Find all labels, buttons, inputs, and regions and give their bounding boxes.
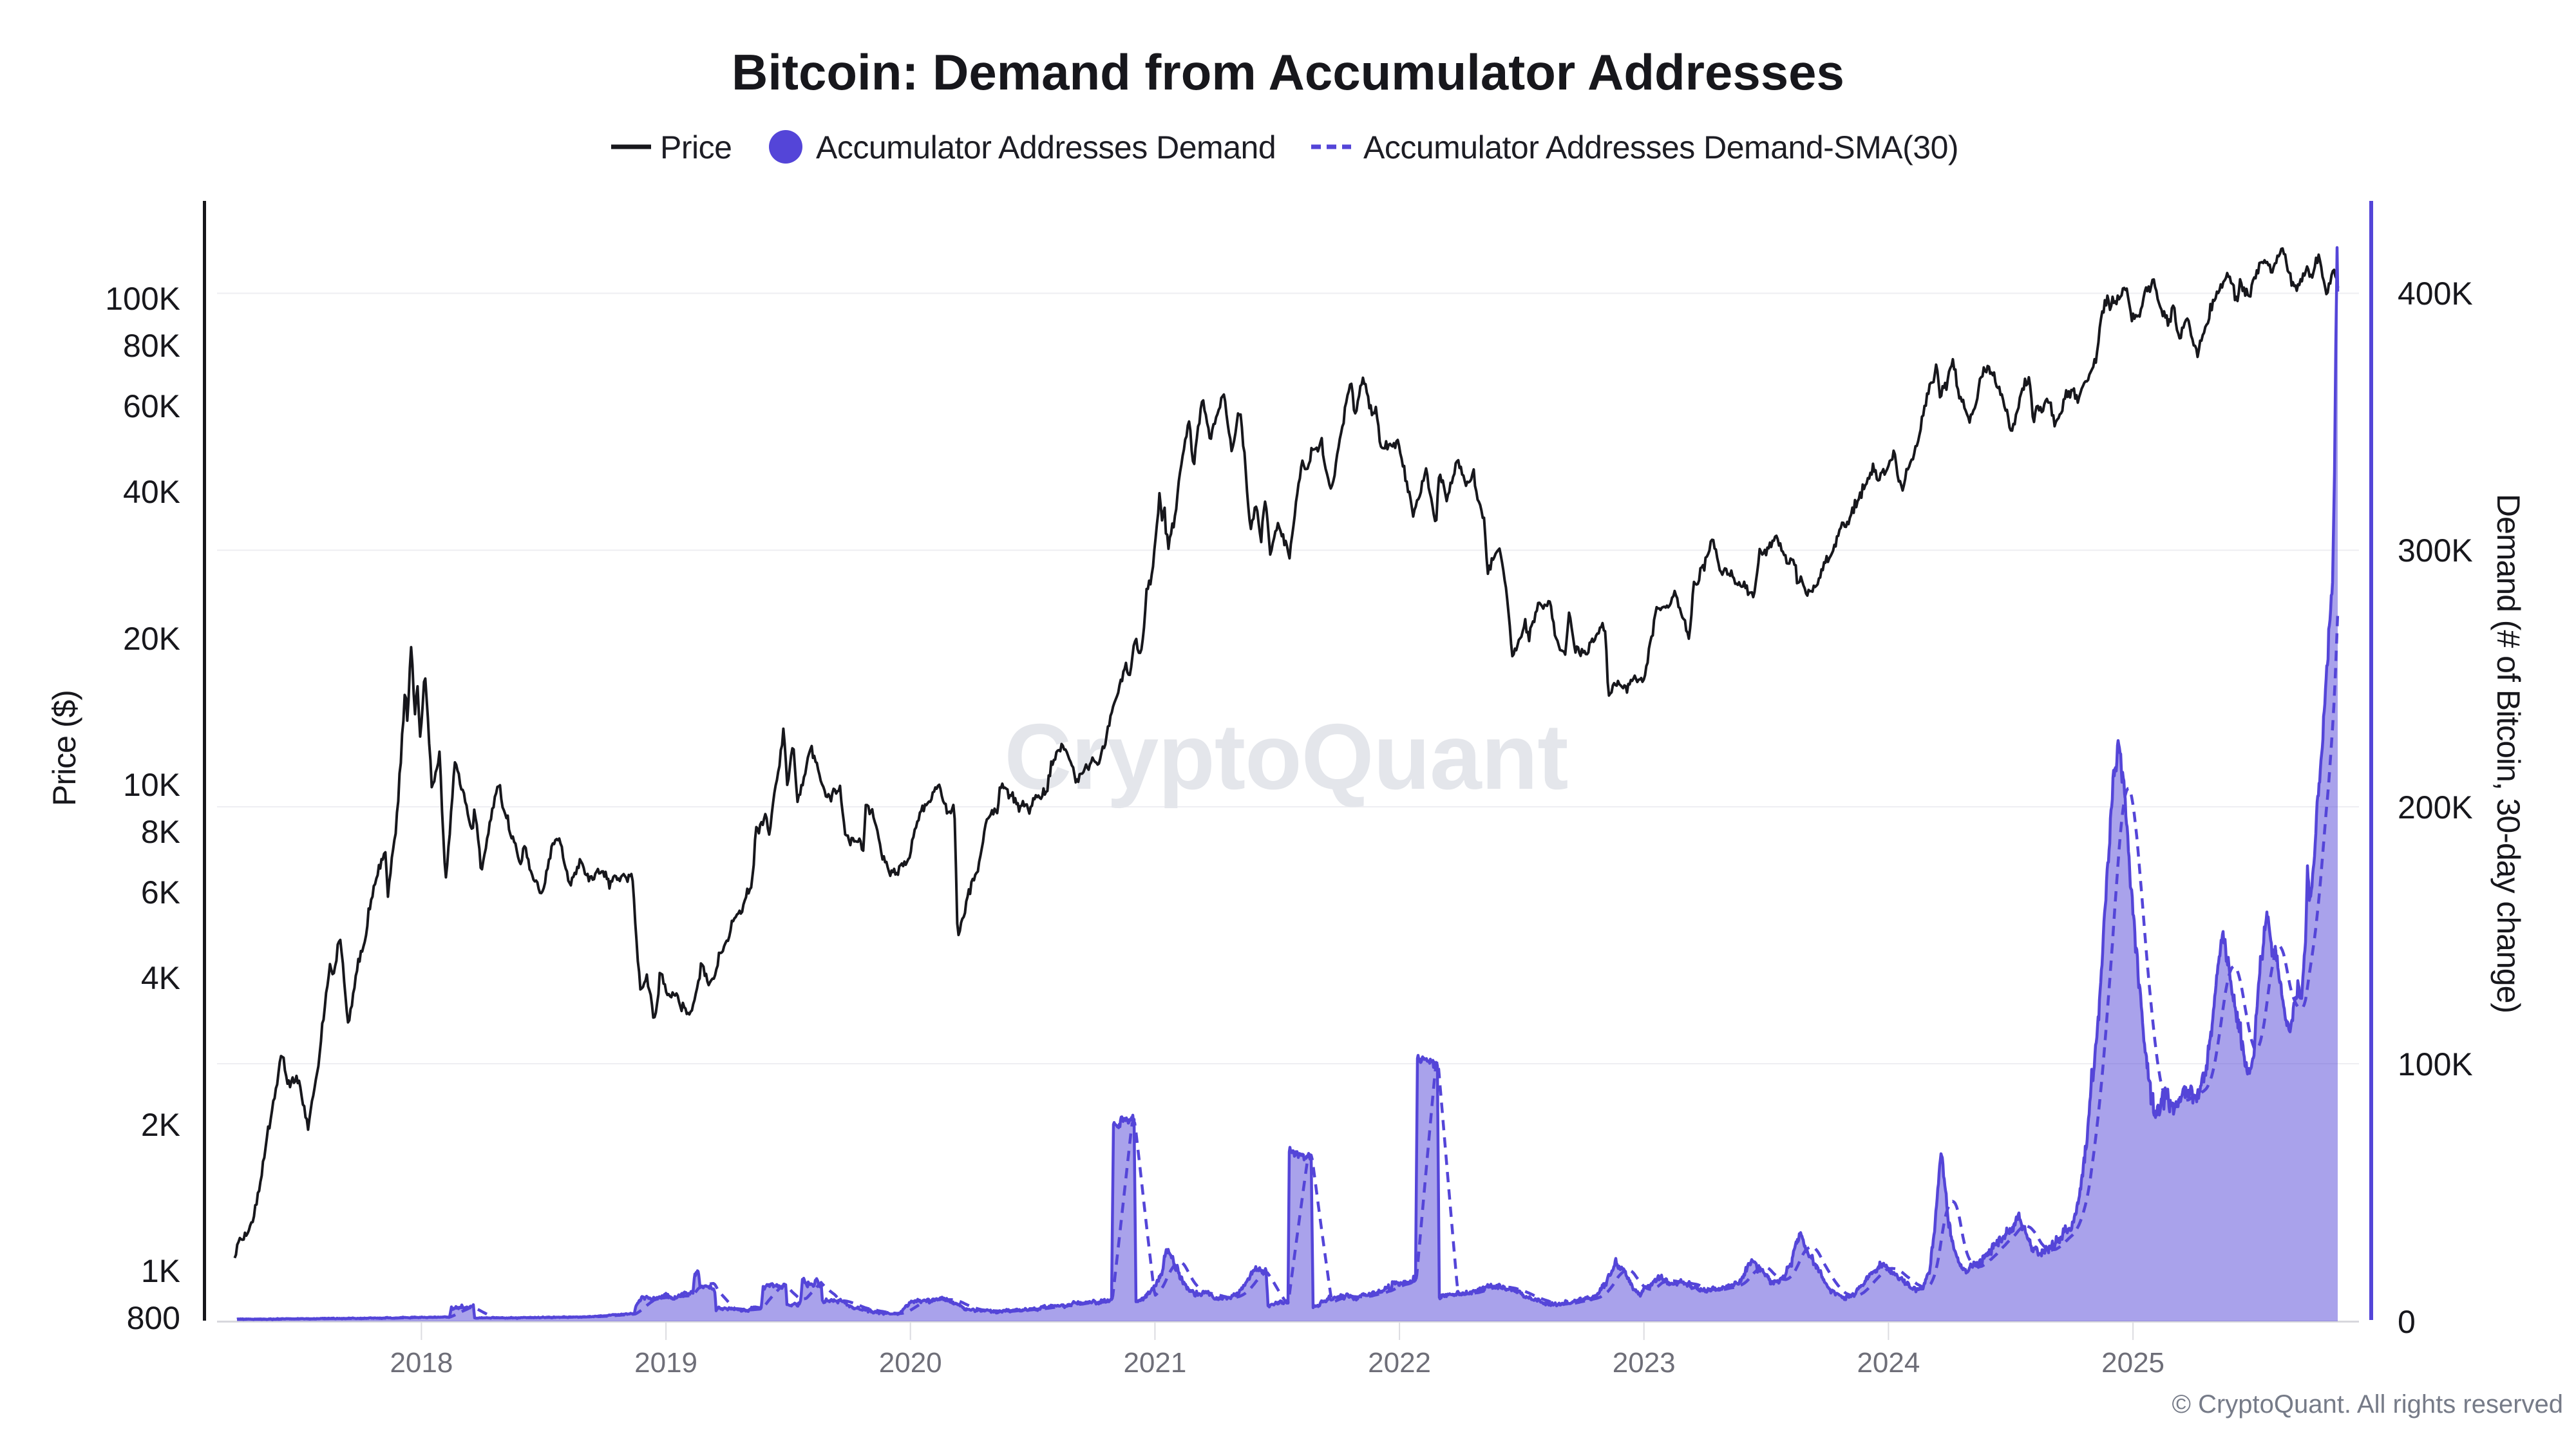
svg-text:Bitcoin: Demand from Accumulat: Bitcoin: Demand from Accumulator Address… (732, 44, 1844, 100)
svg-text:200K: 200K (2398, 789, 2473, 825)
svg-text:4K: 4K (141, 960, 180, 996)
svg-text:1K: 1K (141, 1253, 180, 1289)
svg-text:Demand (# of Bitcoin, 30-day c: Demand (# of Bitcoin, 30-day change) (2490, 494, 2526, 1013)
svg-text:80K: 80K (123, 328, 180, 364)
svg-text:2020: 2020 (879, 1347, 942, 1379)
svg-text:CryptoQuant: CryptoQuant (1004, 704, 1567, 809)
svg-text:2025: 2025 (2101, 1347, 2164, 1379)
svg-text:20K: 20K (123, 621, 180, 657)
svg-text:2024: 2024 (1857, 1347, 1920, 1379)
svg-text:400K: 400K (2398, 276, 2473, 312)
svg-text:100K: 100K (105, 281, 180, 317)
svg-text:2018: 2018 (390, 1347, 453, 1379)
svg-text:Accumulator Addresses Demand-S: Accumulator Addresses Demand-SMA(30) (1363, 129, 1958, 165)
svg-text:2019: 2019 (634, 1347, 697, 1379)
svg-text:2021: 2021 (1123, 1347, 1186, 1379)
svg-text:2022: 2022 (1368, 1347, 1431, 1379)
svg-text:300K: 300K (2398, 533, 2473, 569)
svg-text:2023: 2023 (1613, 1347, 1676, 1379)
svg-text:2K: 2K (141, 1107, 180, 1143)
svg-text:0: 0 (2398, 1304, 2416, 1340)
svg-text:© CryptoQuant. All rights rese: © CryptoQuant. All rights reserved (2172, 1390, 2564, 1419)
svg-text:Accumulator Addresses Demand: Accumulator Addresses Demand (816, 129, 1276, 165)
svg-text:Price: Price (660, 129, 732, 165)
svg-text:8K: 8K (141, 814, 180, 850)
svg-text:60K: 60K (123, 388, 180, 424)
svg-text:800: 800 (127, 1300, 180, 1336)
svg-text:6K: 6K (141, 874, 180, 910)
svg-text:40K: 40K (123, 474, 180, 510)
svg-text:100K: 100K (2398, 1046, 2473, 1082)
svg-text:10K: 10K (123, 767, 180, 803)
svg-text:Price ($): Price ($) (46, 690, 82, 806)
